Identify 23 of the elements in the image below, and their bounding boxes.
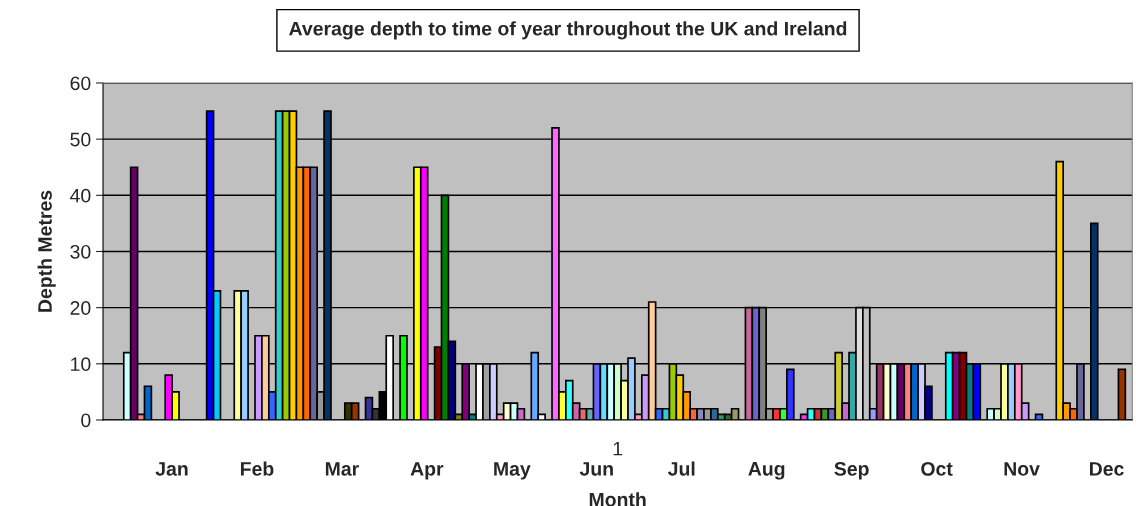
text: Feb	[240, 461, 274, 476]
x-axis-title: Month	[589, 492, 646, 506]
text: Jun	[579, 462, 613, 476]
y-axis-title: Depth Metres	[37, 190, 56, 312]
text: May	[494, 462, 531, 480]
text: Dec	[1089, 462, 1124, 476]
y-tick-label: 50	[70, 132, 91, 147]
y-tick-label: 60	[70, 76, 91, 91]
text: Jan	[155, 462, 188, 476]
y-tick-label: 20	[70, 301, 91, 315]
text: Apr	[410, 462, 444, 480]
y-tick-label: 0	[81, 413, 91, 428]
text: Jul	[667, 461, 695, 476]
text: Mar	[325, 462, 359, 476]
text: Nov	[1004, 462, 1040, 476]
y-tick-label: 40	[70, 188, 91, 203]
y-tick-label: 30	[70, 244, 91, 259]
text: Oct	[921, 461, 953, 476]
text: 1	[613, 441, 623, 456]
chart-title: Average depth to time of year throughout the UK and Ireland	[289, 21, 847, 40]
y-tick-label: 10	[71, 357, 91, 372]
text: Aug	[748, 462, 785, 480]
text: Sep	[834, 461, 869, 480]
